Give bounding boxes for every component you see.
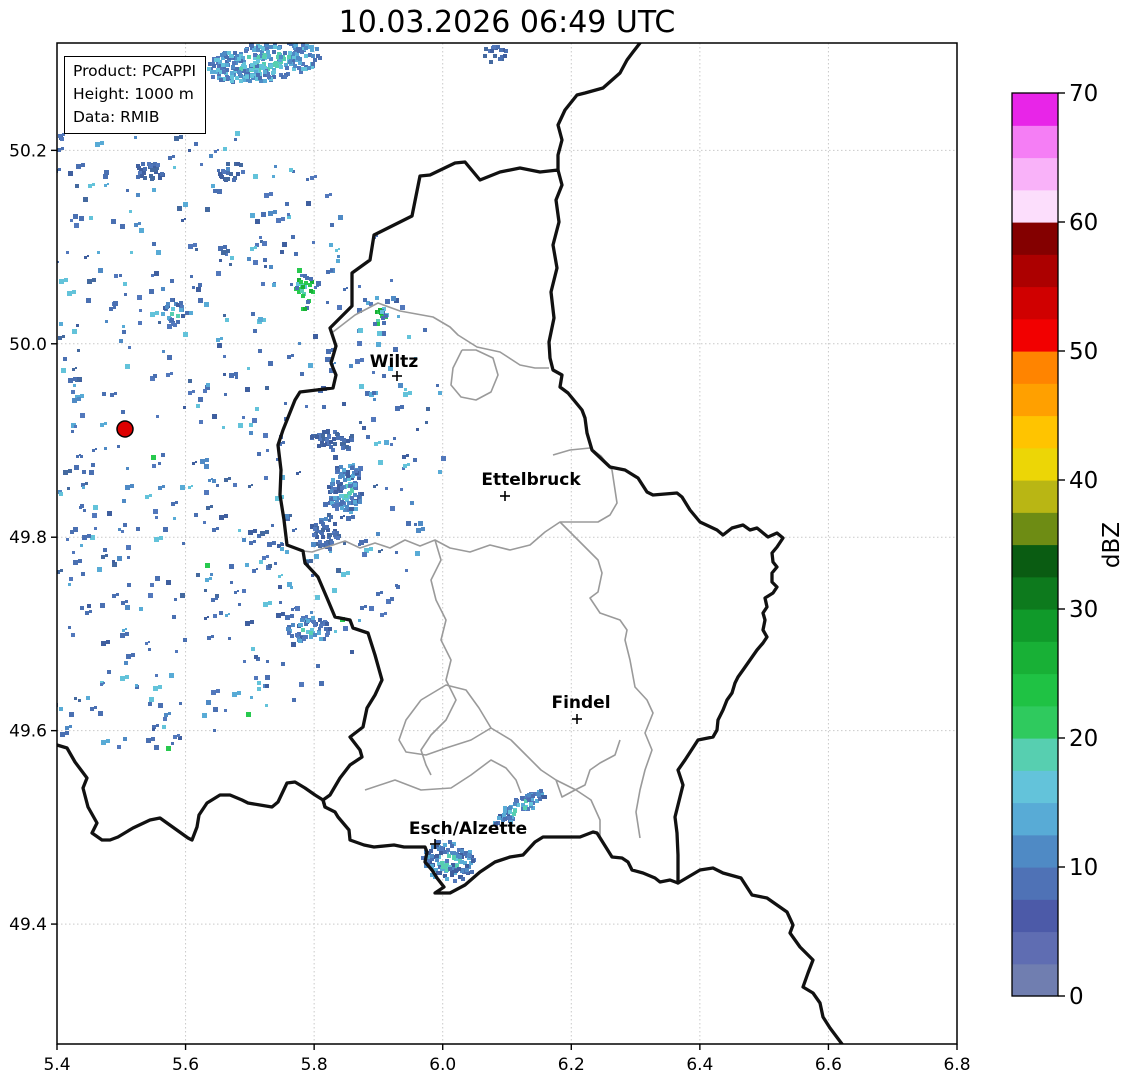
colorbar-tick-label: 20 bbox=[1069, 726, 1098, 752]
colorbar-segment bbox=[1012, 705, 1058, 739]
colorbar-unit-label: dBZ bbox=[1099, 522, 1125, 568]
luxembourg-border bbox=[276, 160, 785, 895]
city-label: Esch/Alzette bbox=[409, 819, 527, 839]
x-tick-label: 5.6 bbox=[172, 1055, 199, 1075]
y-tick-label: 50.2 bbox=[9, 141, 47, 161]
product-info-box: Product: PCAPPI Height: 1000 m Data: RMI… bbox=[64, 56, 207, 135]
colorbar-segment bbox=[1012, 480, 1058, 513]
colorbar-segment bbox=[1012, 738, 1058, 771]
product-info-line: Height: 1000 m bbox=[73, 84, 194, 103]
colorbar-tick-label: 70 bbox=[1069, 81, 1098, 107]
colorbar-segment bbox=[1012, 963, 1058, 997]
colorbar-segment bbox=[1012, 673, 1058, 707]
axis-ticks bbox=[51, 149, 958, 1050]
colorbar-frame bbox=[1011, 92, 1059, 997]
city-label: Wiltz bbox=[370, 352, 419, 372]
colorbar-segment bbox=[1012, 383, 1058, 417]
colorbar-segment bbox=[1012, 286, 1058, 320]
colorbar-tick-label: 60 bbox=[1069, 210, 1098, 236]
colorbar-tick-label: 10 bbox=[1069, 855, 1098, 881]
neighbor-border bbox=[676, 866, 844, 1044]
colorbar-segment bbox=[1012, 512, 1058, 546]
city-marker bbox=[392, 371, 402, 381]
district-borders bbox=[302, 302, 654, 839]
city-marker bbox=[500, 491, 510, 501]
city-labels: Wiltz Ettelbruck Findel Esch/Alzette bbox=[370, 352, 611, 849]
y-tick-label: 49.8 bbox=[9, 528, 47, 548]
timestamp-title: 10.03.2026 06:49 UTC bbox=[338, 5, 676, 40]
x-tick-label: 6.8 bbox=[943, 1055, 970, 1075]
colorbar-tick-label: 50 bbox=[1069, 339, 1098, 365]
city-marker bbox=[430, 839, 440, 849]
x-tick-label: 6.2 bbox=[558, 1055, 585, 1075]
product-info-line: Product: PCAPPI bbox=[73, 62, 197, 80]
neighbor-border bbox=[57, 743, 327, 842]
y-tick-label: 49.4 bbox=[9, 915, 47, 935]
x-tick-label: 5.8 bbox=[301, 1055, 328, 1075]
colorbar-segment bbox=[1012, 351, 1058, 384]
colorbar-segment bbox=[1012, 641, 1058, 675]
radar-site-marker bbox=[116, 420, 134, 438]
colorbar-tick-label: 0 bbox=[1069, 984, 1084, 1010]
neighbor-border bbox=[556, 43, 642, 172]
gridlines bbox=[56, 43, 958, 1044]
colorbar-segment bbox=[1012, 609, 1058, 642]
colorbar-segment bbox=[1012, 447, 1058, 481]
city-label: Findel bbox=[551, 693, 610, 713]
y-tick-label: 49.6 bbox=[9, 722, 47, 742]
colorbar-segment bbox=[1012, 544, 1058, 578]
colorbar-tick-label: 30 bbox=[1069, 597, 1098, 623]
colorbar-segment bbox=[1012, 125, 1058, 159]
colorbar-segment bbox=[1012, 93, 1058, 126]
plot-frame bbox=[56, 42, 958, 1045]
colorbar-segment bbox=[1012, 157, 1058, 191]
country-borders bbox=[57, 43, 844, 1044]
product-info-line: Data: RMIB bbox=[73, 107, 160, 126]
colorbar-segment bbox=[1012, 189, 1058, 223]
axis-tick-labels: 5.4 5.6 5.8 6.0 6.2 6.4 6.6 6.8 50.2 50.0 49.8 49.6… bbox=[9, 141, 970, 1075]
y-tick-label: 50.0 bbox=[9, 335, 47, 355]
colorbar-segment bbox=[1012, 802, 1058, 836]
colorbar-segment bbox=[1012, 222, 1058, 255]
colorbar-segment bbox=[1012, 931, 1058, 965]
colorbar-tick-label: 40 bbox=[1069, 468, 1098, 494]
colorbar-segment bbox=[1012, 254, 1058, 288]
colorbar-segment bbox=[1012, 415, 1058, 449]
colorbar-segment bbox=[1012, 318, 1058, 352]
colorbar-segment bbox=[1012, 576, 1058, 610]
x-tick-label: 6.4 bbox=[686, 1055, 713, 1075]
colorbar: 0 10 20 30 40 50 60 70 dBZ bbox=[1011, 81, 1125, 1010]
city-marker bbox=[572, 714, 582, 724]
city-label: Ettelbruck bbox=[481, 470, 581, 490]
colorbar-segment bbox=[1012, 867, 1058, 900]
colorbar-segment bbox=[1012, 834, 1058, 868]
colorbar-segment bbox=[1012, 770, 1058, 804]
x-tick-label: 6.6 bbox=[815, 1055, 842, 1075]
radar-echo-layer bbox=[57, 43, 547, 883]
x-tick-label: 5.4 bbox=[43, 1055, 70, 1075]
x-tick-label: 6.0 bbox=[429, 1055, 456, 1075]
colorbar-segment bbox=[1012, 899, 1058, 933]
